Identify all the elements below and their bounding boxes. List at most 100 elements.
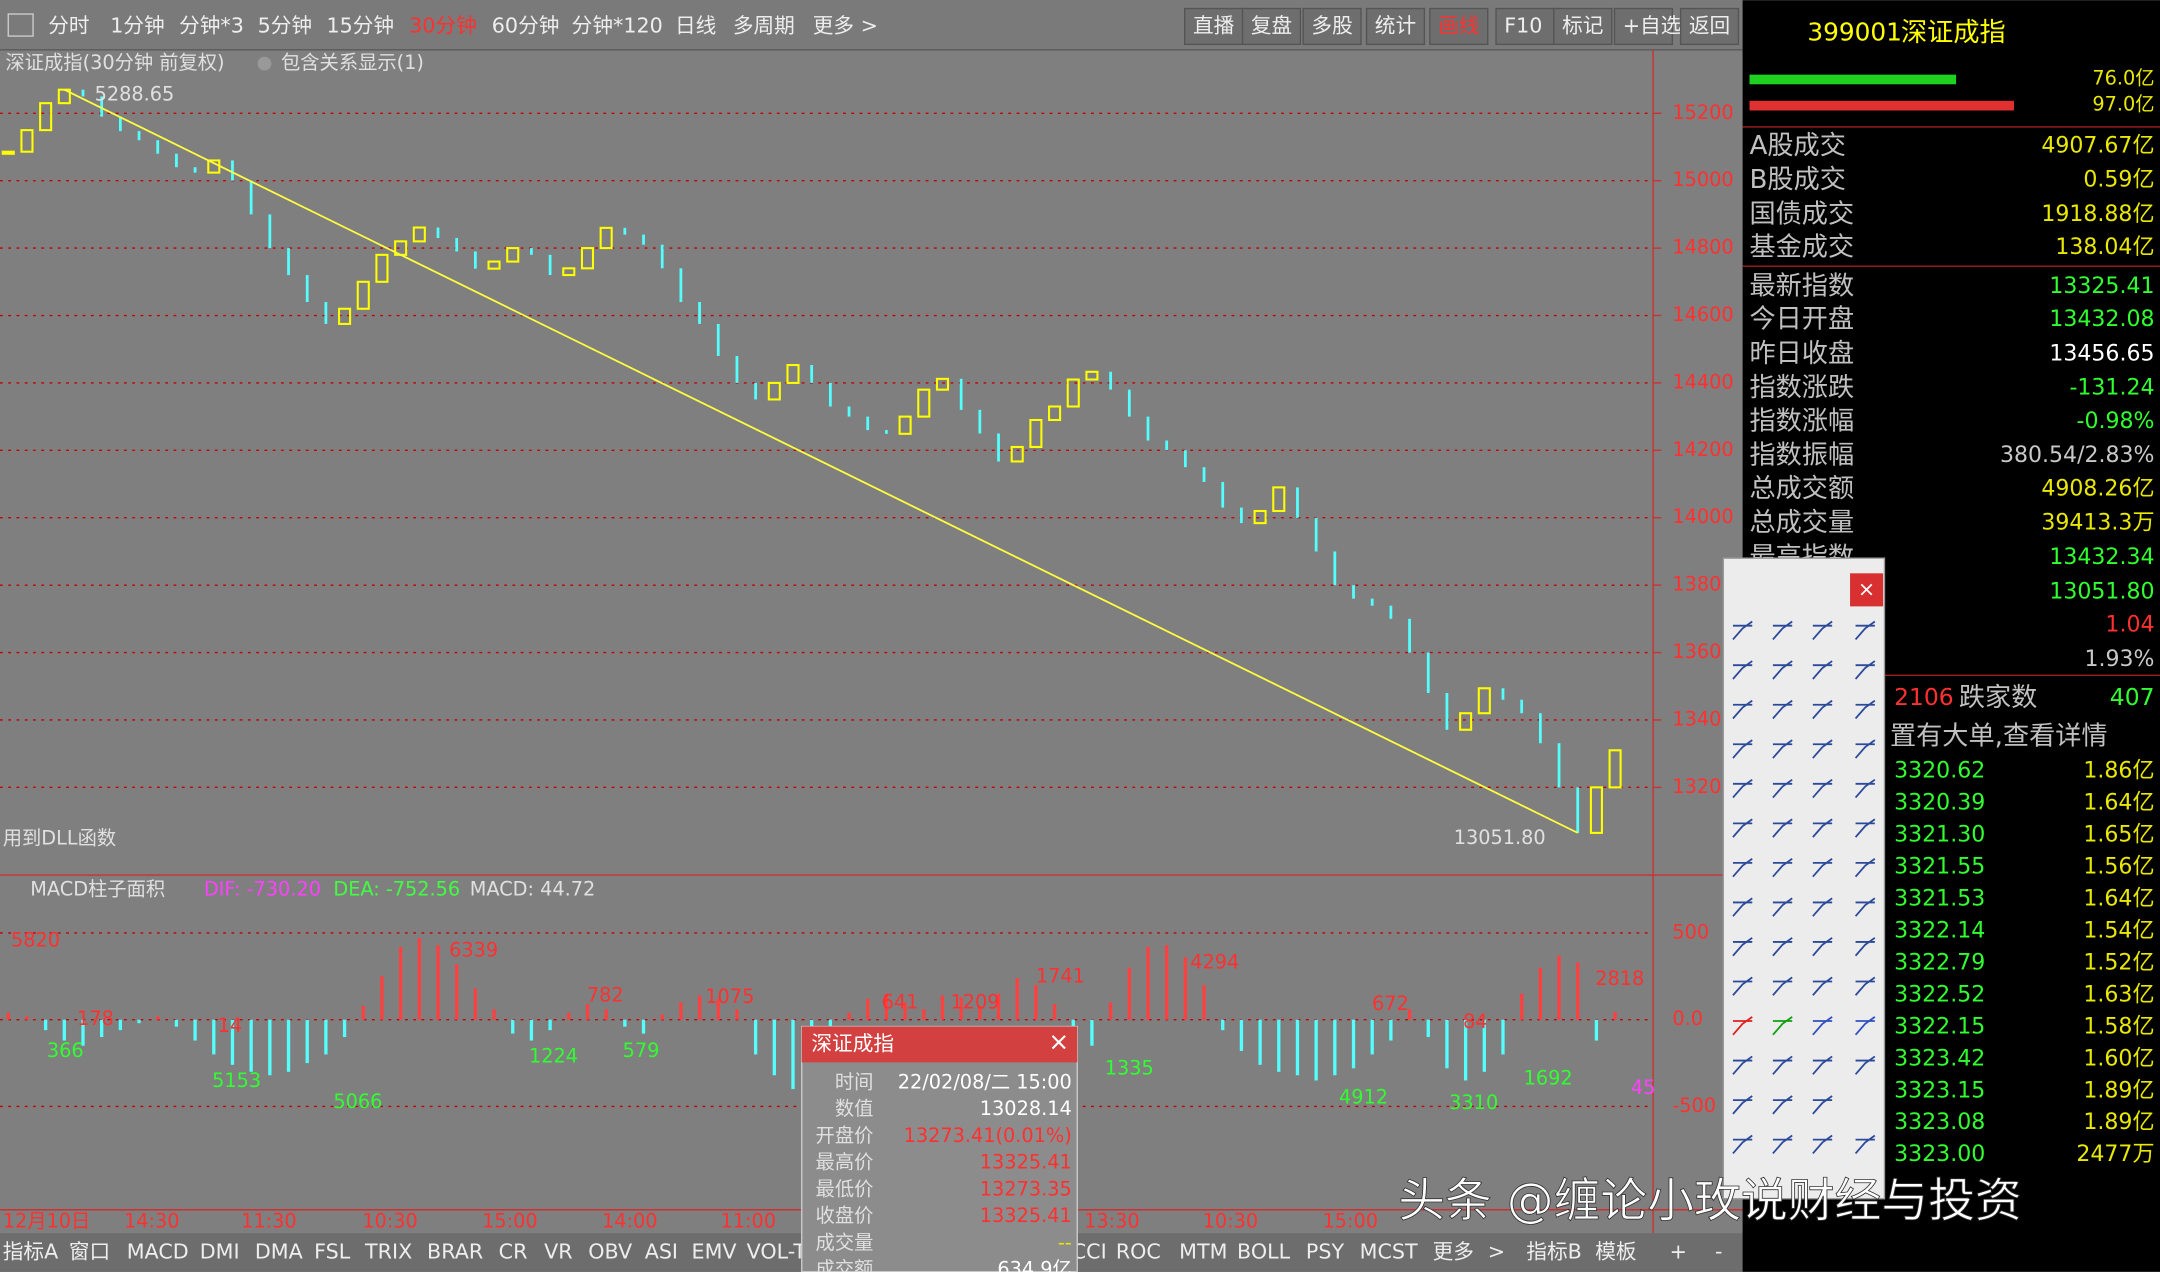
tool-button[interactable] xyxy=(1807,1090,1837,1120)
toolbar-item[interactable]: 30分钟 xyxy=(409,13,477,37)
tab[interactable]: ASI xyxy=(645,1239,678,1263)
toolbar-item[interactable]: 多周期 xyxy=(733,13,795,37)
tab[interactable]: BRAR xyxy=(427,1239,483,1263)
toolbar-item[interactable]: 分钟*120 xyxy=(572,13,663,37)
toolbar-item[interactable]: 5分钟 xyxy=(258,13,312,37)
toolbar-button[interactable] xyxy=(1495,7,1555,46)
tool-button[interactable] xyxy=(1767,695,1797,725)
tool-button[interactable] xyxy=(1767,735,1797,765)
popup-close[interactable]: × xyxy=(1048,1027,1069,1056)
tool-button[interactable] xyxy=(1727,616,1757,646)
tool-button[interactable] xyxy=(1727,972,1757,1002)
toolbar-button[interactable] xyxy=(1241,7,1302,46)
toolbar-item[interactable]: 画线 xyxy=(1438,13,1479,37)
tool-button[interactable] xyxy=(1850,814,1880,844)
tool-button[interactable] xyxy=(1807,814,1837,844)
tool-button[interactable] xyxy=(1807,774,1837,804)
tool-button[interactable] xyxy=(1727,774,1757,804)
tab[interactable]: VOL-T xyxy=(747,1239,807,1263)
tool-button[interactable] xyxy=(1767,1011,1797,1041)
tool-button[interactable] xyxy=(1767,893,1797,923)
tab[interactable]: DMI xyxy=(200,1239,240,1263)
toolbar-item[interactable]: 复盘 xyxy=(1251,13,1292,37)
toolbar-item[interactable]: 统计 xyxy=(1375,13,1416,37)
tool-button[interactable] xyxy=(1727,814,1757,844)
tab[interactable]: CR xyxy=(499,1239,528,1263)
tab[interactable]: DMA xyxy=(255,1239,303,1263)
tool-button[interactable] xyxy=(1767,1090,1797,1120)
toolbar-button[interactable] xyxy=(1553,7,1613,46)
tool-button[interactable] xyxy=(1727,1090,1757,1120)
tool-button[interactable] xyxy=(1767,1130,1797,1160)
tool-button[interactable] xyxy=(1807,893,1837,923)
tool-button[interactable] xyxy=(1767,853,1797,883)
toolbar-item[interactable]: 多股 xyxy=(1311,13,1352,37)
tool-button[interactable] xyxy=(1807,1011,1837,1041)
tab[interactable]: MACD xyxy=(127,1239,189,1263)
tab[interactable]: 指标B xyxy=(1526,1239,1581,1263)
tab[interactable]: MCST xyxy=(1360,1239,1418,1263)
toolbar-item[interactable]: 分时 xyxy=(48,13,89,37)
toolbar-item[interactable]: 分钟*3 xyxy=(179,13,244,37)
notice[interactable]: 置有大单,查看详情 xyxy=(1890,722,2108,752)
tab[interactable]: 指标A xyxy=(3,1239,58,1263)
tool-button[interactable] xyxy=(1850,695,1880,725)
tab[interactable]: ROC xyxy=(1116,1239,1161,1263)
tool-button[interactable] xyxy=(1807,932,1837,962)
tool-button[interactable] xyxy=(1727,1011,1757,1041)
toolbar-item[interactable]: 60分钟 xyxy=(492,13,560,37)
tab[interactable]: > xyxy=(1488,1239,1505,1263)
tool-button[interactable] xyxy=(1850,1051,1880,1081)
toolbar-item[interactable]: 直播 xyxy=(1193,13,1235,37)
tool-button[interactable] xyxy=(1850,972,1880,1002)
tool-button[interactable] xyxy=(1727,853,1757,883)
tab[interactable]: FSL xyxy=(314,1239,351,1263)
palette-close-button[interactable] xyxy=(1850,573,1884,607)
menu-icon[interactable] xyxy=(7,13,34,37)
toolbar-button[interactable] xyxy=(1184,7,1244,46)
toolbar-button[interactable] xyxy=(1365,7,1426,46)
tool-button[interactable] xyxy=(1727,893,1757,923)
tool-button[interactable] xyxy=(1850,656,1880,686)
tab[interactable]: 更多 xyxy=(1433,1239,1474,1263)
tool-button[interactable] xyxy=(1850,1130,1880,1160)
tool-button[interactable] xyxy=(1850,1011,1880,1041)
tab[interactable]: + xyxy=(1670,1239,1687,1263)
tool-button[interactable] xyxy=(1850,853,1880,883)
tab[interactable]: BOLL xyxy=(1237,1239,1291,1263)
toolbar-item[interactable]: 标记 xyxy=(1562,13,1603,37)
toolbar-button[interactable] xyxy=(1429,7,1489,46)
tool-button[interactable] xyxy=(1727,656,1757,686)
tool-button[interactable] xyxy=(1807,616,1837,646)
toolbar-button[interactable] xyxy=(1613,7,1674,46)
tool-button[interactable] xyxy=(1767,1051,1797,1081)
toolbar-item[interactable]: 15分钟 xyxy=(326,13,394,37)
tool-button[interactable] xyxy=(1767,932,1797,962)
tool-button[interactable] xyxy=(1727,1051,1757,1081)
tab[interactable]: MTM xyxy=(1179,1239,1227,1263)
toolbar-item[interactable]: 返回 xyxy=(1689,13,1730,37)
tab[interactable]: OBV xyxy=(588,1239,632,1263)
tool-button[interactable] xyxy=(1807,1051,1837,1081)
toolbar-item[interactable]: +自选 xyxy=(1623,13,1682,37)
tab[interactable]: EMV xyxy=(692,1239,737,1263)
tab[interactable]: - xyxy=(1715,1239,1722,1263)
tab[interactable]: VR xyxy=(544,1239,572,1263)
toolbar-item[interactable]: 更多 > xyxy=(813,13,878,37)
tool-button[interactable] xyxy=(1807,695,1837,725)
tab[interactable]: PSY xyxy=(1306,1239,1345,1263)
chart-option[interactable]: 包含关系显示(1) xyxy=(281,51,424,74)
palette-close[interactable]: × xyxy=(1858,577,1875,601)
tool-button[interactable] xyxy=(1767,616,1797,646)
tool-button[interactable] xyxy=(1850,735,1880,765)
tool-button[interactable] xyxy=(1850,616,1880,646)
tool-button[interactable] xyxy=(1850,932,1880,962)
toolbar-item[interactable]: 1分钟 xyxy=(110,13,164,37)
tool-button[interactable] xyxy=(1807,853,1837,883)
tool-button[interactable] xyxy=(1767,656,1797,686)
tool-button[interactable] xyxy=(1727,735,1757,765)
toolbar-item[interactable]: 日线 xyxy=(675,13,716,37)
tool-button[interactable] xyxy=(1850,893,1880,923)
tab[interactable]: 窗口 xyxy=(69,1239,110,1263)
tool-button[interactable] xyxy=(1807,1130,1837,1160)
